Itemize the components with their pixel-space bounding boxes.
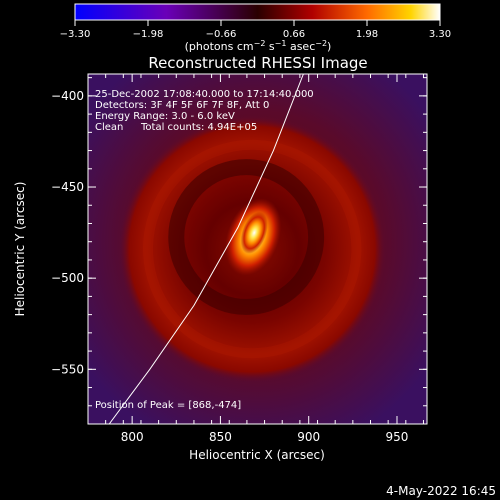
x-tick-label: 800 bbox=[121, 430, 144, 444]
peak-source-core bbox=[240, 211, 268, 254]
x-tick-label: 850 bbox=[209, 430, 232, 444]
colorbar-tick-label: −1.98 bbox=[133, 29, 164, 40]
y-tick-label: −500 bbox=[51, 271, 84, 285]
dark-ring bbox=[168, 159, 325, 315]
heatmap-image bbox=[88, 74, 427, 424]
heatmap-features bbox=[118, 115, 386, 383]
annotation-block: 25-Dec-2002 17:08:40.000 to 17:14:40.000… bbox=[95, 89, 314, 411]
annotation-time-range: 25-Dec-2002 17:08:40.000 to 17:14:40.000 bbox=[95, 89, 314, 100]
colorbar-units: (photons cm−2 s−1 asec−2) bbox=[185, 39, 332, 53]
annotation-energy: Energy Range: 3.0 - 6.0 keV bbox=[95, 111, 235, 122]
solar-limb-curve bbox=[108, 74, 304, 424]
bright-ring bbox=[142, 139, 362, 359]
x-axis-label: Heliocentric X (arcsec) bbox=[189, 448, 325, 462]
colorbar-tick-label: −0.66 bbox=[206, 29, 237, 40]
x-tick-label: 900 bbox=[297, 430, 320, 444]
annotation-peak-position: Position of Peak = [868,-474] bbox=[95, 400, 241, 411]
y-tick-label: −550 bbox=[51, 362, 84, 376]
colorbar-ticks: −3.30 −1.98 −0.66 0.66 1.98 3.30 bbox=[60, 20, 451, 40]
colorbar bbox=[74, 3, 441, 21]
annotation-total-counts: Total counts: 4.94E+05 bbox=[140, 122, 257, 133]
annotation-detectors: Detectors: 3F 4F 5F 6F 7F 8F, Att 0 bbox=[95, 100, 269, 111]
y-tick-label: −450 bbox=[51, 180, 84, 194]
colorbar-tick-label: 3.30 bbox=[429, 29, 451, 40]
footer-date: 4-May-2022 16:45 bbox=[386, 484, 496, 498]
colorbar-tick-label: 1.98 bbox=[356, 29, 378, 40]
x-tick-label: 950 bbox=[386, 430, 409, 444]
axis-ticks: 800 850 900 950 −400 −450 −500 −550 bbox=[51, 74, 427, 444]
chart-title: Reconstructed RHESSI Image bbox=[148, 54, 367, 72]
y-tick-label: −400 bbox=[51, 89, 84, 103]
y-axis-label: Heliocentric Y (arcsec) bbox=[13, 182, 27, 317]
colorbar-tick-label: 0.66 bbox=[283, 29, 305, 40]
colorbar-tick-label: −3.30 bbox=[60, 29, 91, 40]
plot-frame bbox=[87, 73, 428, 425]
annotation-clean: Clean bbox=[95, 122, 123, 133]
